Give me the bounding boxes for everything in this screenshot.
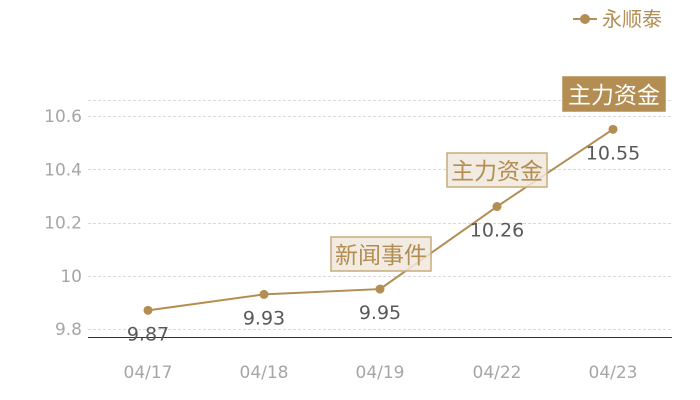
gridlines bbox=[88, 100, 672, 330]
data-label: 10.26 bbox=[470, 220, 524, 242]
data-label: 10.55 bbox=[586, 142, 640, 164]
annotation-box bbox=[446, 152, 548, 188]
data-point[interactable] bbox=[375, 284, 385, 294]
y-tick-label: 10.2 bbox=[44, 214, 82, 234]
annotation-box bbox=[330, 236, 432, 272]
data-point[interactable] bbox=[608, 124, 618, 134]
y-axis-ticks: 9.8 10 10.2 10.4 10.6 bbox=[44, 107, 82, 340]
x-tick-label: 04/18 bbox=[240, 363, 289, 383]
data-point[interactable] bbox=[143, 305, 153, 315]
data-label: 9.95 bbox=[359, 302, 401, 324]
x-tick-label: 04/17 bbox=[124, 363, 173, 383]
y-tick-label: 10 bbox=[60, 267, 82, 287]
annotation-box bbox=[562, 76, 666, 112]
x-axis-ticks: 04/17 04/18 04/19 04/22 04/23 bbox=[124, 363, 638, 383]
series-points bbox=[143, 124, 618, 315]
y-tick-label: 10.4 bbox=[44, 160, 82, 180]
annotation-label: 新闻事件 bbox=[330, 236, 432, 272]
data-label: 9.87 bbox=[127, 323, 169, 345]
annotation-text: 主力资金 bbox=[568, 83, 660, 109]
x-tick-label: 04/22 bbox=[473, 363, 522, 383]
legend[interactable]: 永顺泰 bbox=[573, 7, 662, 31]
annotation-label: 主力资金 bbox=[446, 152, 548, 188]
annotation-text: 主力资金 bbox=[451, 159, 543, 185]
data-label: 9.93 bbox=[243, 307, 285, 329]
legend-marker-icon bbox=[580, 14, 590, 24]
data-point[interactable] bbox=[259, 289, 269, 299]
annotation-label: 主力资金 bbox=[562, 76, 666, 112]
x-tick-label: 04/23 bbox=[589, 363, 638, 383]
data-labels: 9.87 9.93 9.95 10.26 10.55 bbox=[127, 142, 640, 345]
y-tick-label: 9.8 bbox=[55, 320, 82, 340]
data-point[interactable] bbox=[492, 202, 502, 212]
legend-label: 永顺泰 bbox=[602, 7, 662, 31]
annotation-text: 新闻事件 bbox=[335, 243, 427, 269]
y-tick-label: 10.6 bbox=[44, 107, 82, 127]
x-tick-label: 04/19 bbox=[356, 363, 405, 383]
